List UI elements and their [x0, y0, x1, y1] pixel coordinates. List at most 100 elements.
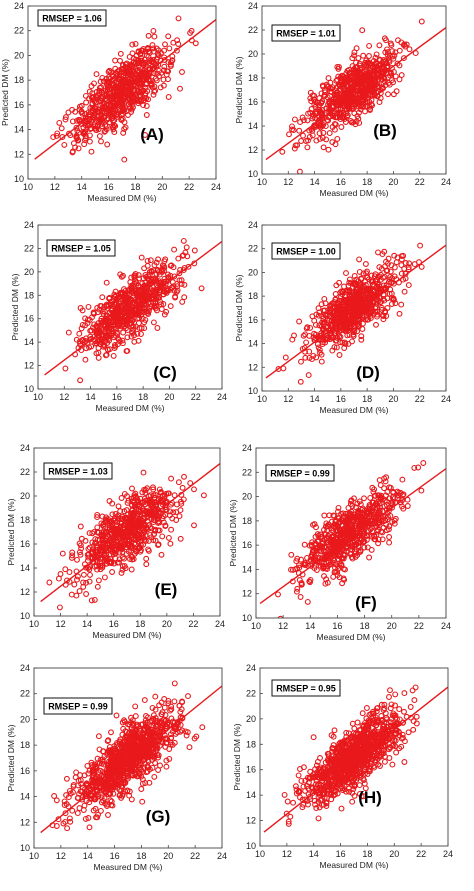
data-point — [376, 504, 383, 511]
data-point — [128, 282, 135, 289]
data-point — [103, 104, 110, 111]
data-point — [342, 340, 349, 347]
data-point — [292, 142, 299, 149]
data-point — [71, 581, 78, 588]
data-point — [171, 246, 178, 253]
regression-line — [34, 19, 216, 160]
data-point — [150, 27, 157, 34]
data-point — [77, 117, 83, 123]
x-tick-label: 20 — [387, 621, 397, 631]
data-point — [321, 573, 327, 580]
data-points — [46, 469, 207, 611]
x-tick-label: 12 — [283, 177, 293, 187]
data-point — [91, 596, 98, 603]
data-point — [168, 475, 175, 482]
data-point — [103, 91, 110, 98]
data-point — [120, 329, 127, 336]
data-point — [122, 301, 128, 308]
data-point — [102, 122, 109, 129]
data-point — [129, 485, 135, 492]
data-point — [86, 88, 93, 95]
data-point — [136, 97, 143, 104]
data-point — [362, 108, 368, 115]
data-point — [94, 113, 101, 120]
data-point — [288, 551, 295, 558]
data-point — [415, 464, 422, 471]
x-tick-label: 20 — [388, 394, 398, 404]
data-point — [113, 712, 120, 719]
panel-label: (D) — [356, 363, 380, 382]
data-point — [145, 72, 152, 79]
data-point — [160, 82, 167, 89]
data-point — [275, 591, 281, 598]
y-tick-label: 16 — [20, 539, 30, 549]
data-point — [331, 569, 338, 576]
data-point — [128, 796, 135, 803]
data-point — [115, 515, 122, 522]
data-point — [130, 326, 137, 333]
data-point — [95, 126, 102, 133]
data-point — [84, 116, 90, 123]
data-points — [49, 680, 206, 832]
data-point — [69, 118, 76, 125]
data-point — [122, 95, 129, 102]
y-tick-label: 20 — [24, 267, 34, 277]
data-point — [182, 249, 189, 256]
data-point — [318, 358, 325, 365]
data-point — [319, 134, 326, 141]
data-point — [121, 156, 128, 163]
data-point — [123, 60, 130, 67]
data-point — [330, 512, 337, 519]
data-point — [150, 70, 157, 77]
data-point — [95, 320, 102, 327]
data-point — [92, 123, 99, 130]
data-point — [333, 282, 340, 289]
data-point — [131, 492, 138, 499]
data-point — [400, 55, 407, 62]
data-point — [418, 263, 425, 270]
data-point — [180, 496, 187, 503]
data-point — [106, 76, 113, 82]
data-point — [85, 815, 92, 821]
data-point — [88, 597, 95, 604]
data-point — [308, 98, 315, 105]
data-point — [382, 478, 389, 485]
data-point — [354, 328, 361, 335]
data-point — [294, 555, 301, 562]
data-point — [170, 509, 177, 516]
data-points — [279, 18, 425, 174]
data-point — [149, 42, 156, 49]
data-point — [324, 566, 330, 573]
data-point — [117, 57, 123, 64]
data-point — [143, 555, 150, 562]
data-point — [150, 486, 157, 493]
y-tick-label: 22 — [242, 467, 252, 477]
data-point — [297, 119, 304, 126]
scatter-panel-d: 10 12 14 16 18 20 22 241012141618202224Measured… — [234, 220, 451, 415]
data-point — [143, 95, 150, 102]
data-point — [355, 549, 362, 556]
data-point — [83, 345, 90, 352]
data-point — [357, 74, 364, 80]
data-point — [374, 521, 381, 528]
data-point — [150, 519, 157, 526]
data-point — [141, 265, 148, 272]
data-point — [128, 538, 135, 545]
y-tick-label: 18 — [20, 515, 30, 525]
data-point — [116, 559, 123, 566]
data-point — [379, 536, 386, 543]
data-point — [144, 309, 151, 316]
x-tick-label: 16 — [336, 394, 346, 404]
data-point — [114, 341, 121, 348]
data-point — [384, 489, 391, 495]
scatter-panel-a: 10 12 14 16 18 20 22 241012141618202224Measured… — [0, 1, 221, 203]
data-point — [181, 294, 188, 301]
data-point — [143, 103, 150, 109]
data-point — [338, 124, 345, 130]
data-point — [112, 288, 119, 295]
data-point — [339, 303, 346, 310]
data-point — [176, 270, 183, 277]
data-point — [376, 477, 383, 484]
data-point — [84, 557, 91, 564]
data-point — [327, 79, 334, 86]
